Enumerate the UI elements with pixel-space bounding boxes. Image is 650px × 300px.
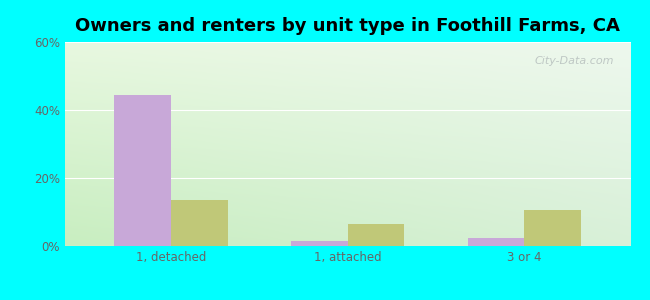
Bar xyxy=(468,238,525,246)
Bar xyxy=(525,210,581,246)
Bar xyxy=(291,241,348,246)
Bar xyxy=(171,200,228,246)
Title: Owners and renters by unit type in Foothill Farms, CA: Owners and renters by unit type in Footh… xyxy=(75,17,620,35)
Bar xyxy=(348,224,404,246)
Bar xyxy=(114,95,171,246)
Legend: Owner occupied units, Renter occupied units: Owner occupied units, Renter occupied un… xyxy=(178,297,517,300)
Text: City-Data.com: City-Data.com xyxy=(534,56,614,66)
